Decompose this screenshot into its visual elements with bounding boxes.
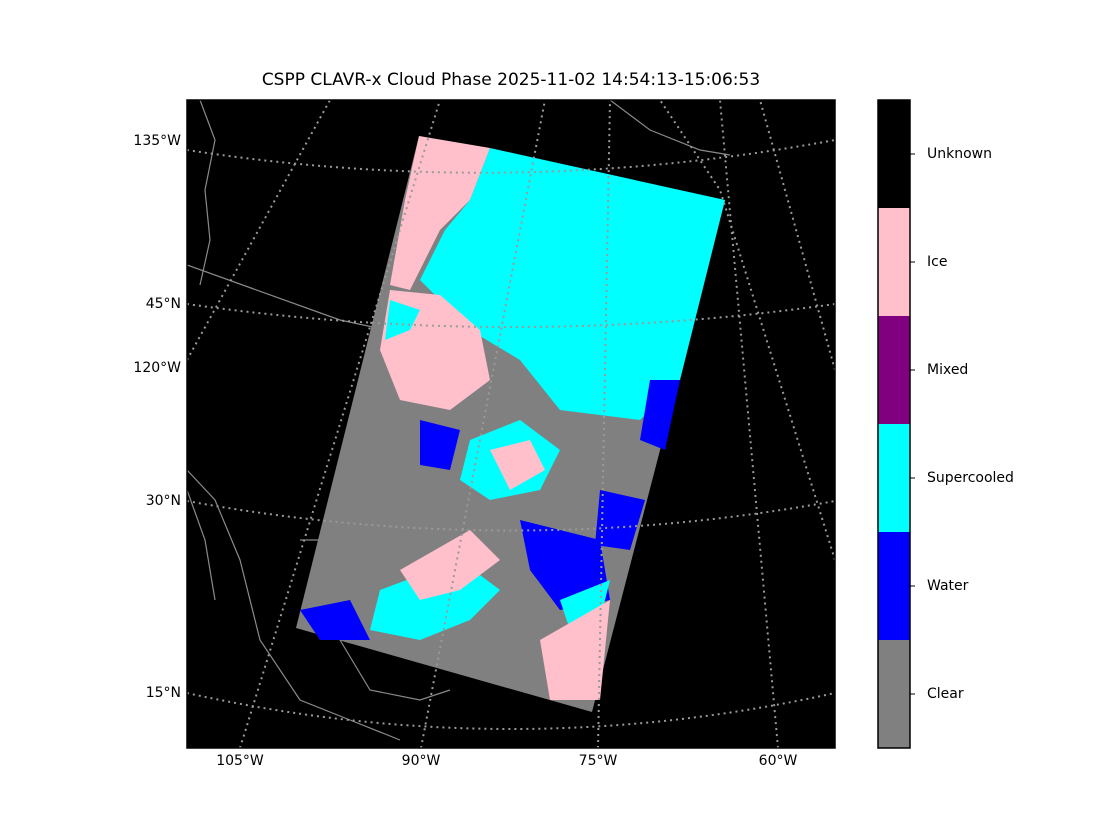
lat-lon-label: 75°W bbox=[579, 753, 618, 769]
coastline bbox=[187, 100, 731, 741]
lat-lon-label: 15°N bbox=[146, 685, 181, 701]
colorbar-segment bbox=[878, 316, 910, 424]
lat-lon-label: 45°N bbox=[146, 296, 181, 312]
colorbar: Clear Water Supercooled Mixed Ice Unknown bbox=[877, 99, 1014, 749]
map: 135°W 45°N 120°W 30°N 15°N 105°W 90°W 75… bbox=[133, 99, 836, 769]
lat-lon-label: 30°N bbox=[146, 493, 181, 509]
swath-region bbox=[300, 600, 370, 640]
graticule bbox=[187, 100, 835, 748]
swath-region bbox=[420, 420, 460, 470]
swath-region bbox=[595, 490, 645, 550]
swath-region bbox=[540, 600, 610, 700]
colorbar-segment bbox=[878, 100, 910, 208]
lat-lon-label: 105°W bbox=[216, 753, 264, 769]
swath bbox=[296, 136, 725, 712]
colorbar-label: Ice bbox=[927, 254, 947, 270]
swath-region bbox=[400, 530, 500, 600]
colorbar-segment bbox=[878, 424, 910, 532]
colorbar-label: Unknown bbox=[927, 146, 992, 162]
swath-region bbox=[640, 380, 680, 450]
swath-region bbox=[385, 300, 420, 340]
colorbar-label: Supercooled bbox=[927, 470, 1014, 486]
colorbar-segment bbox=[878, 640, 910, 748]
map-frame bbox=[186, 99, 836, 749]
colorbar-label: Water bbox=[927, 578, 969, 594]
colorbar-label: Clear bbox=[927, 686, 964, 702]
swath-region bbox=[390, 136, 490, 290]
lat-lon-label: 90°W bbox=[402, 753, 441, 769]
colorbar-label: Mixed bbox=[927, 362, 968, 378]
swath-region bbox=[520, 520, 610, 610]
swath-region bbox=[615, 320, 650, 350]
lat-lon-label: 135°W bbox=[133, 133, 181, 149]
swath-region bbox=[490, 440, 545, 490]
colorbar-frame bbox=[877, 99, 911, 749]
colorbar-segment bbox=[878, 208, 910, 316]
lat-lon-label: 120°W bbox=[133, 360, 181, 376]
lat-lon-label: 60°W bbox=[759, 753, 798, 769]
swath-region bbox=[420, 148, 725, 420]
map-title: CSPP CLAVR-x Cloud Phase 2025-11-02 14:5… bbox=[262, 70, 760, 90]
colorbar-segment bbox=[878, 532, 910, 640]
